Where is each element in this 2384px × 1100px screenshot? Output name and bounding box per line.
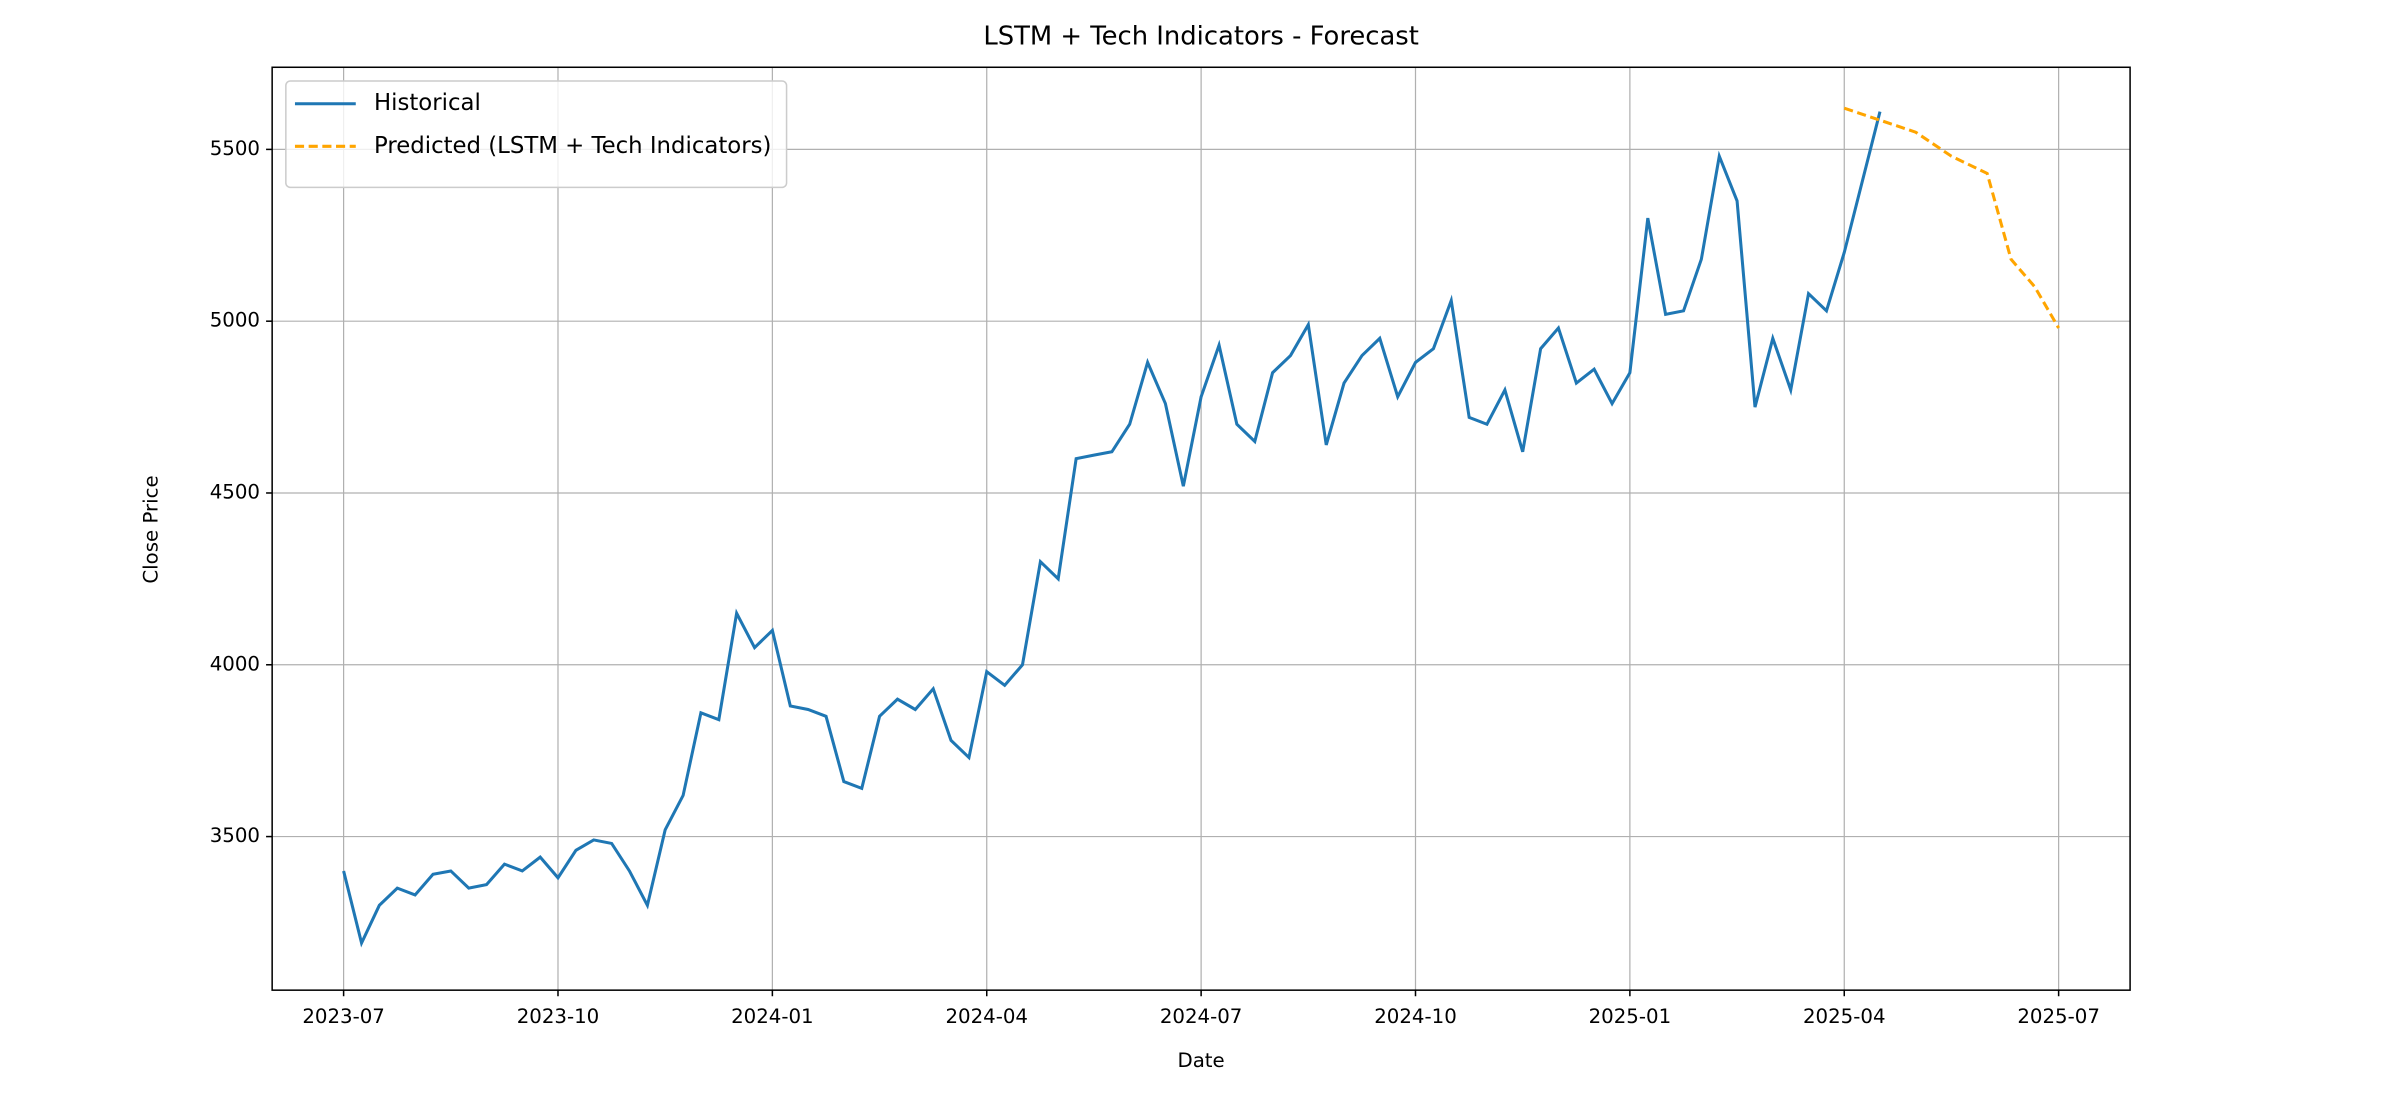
y-tick-label: 4500 <box>210 480 260 503</box>
x-tick-label: 2024-10 <box>1374 1005 1457 1028</box>
x-tick-label: 2024-01 <box>731 1005 814 1028</box>
x-tick-label: 2023-10 <box>517 1005 600 1028</box>
legend-box <box>285 80 788 189</box>
x-tick-label: 2024-04 <box>945 1005 1028 1028</box>
legend-label: Historical <box>374 90 481 116</box>
plot-frame <box>271 66 2131 991</box>
y-tick-label: 5500 <box>210 137 260 160</box>
legend: Historical Predicted (LSTM + Tech Indicat… <box>285 80 788 189</box>
y-axis-label: Close Price <box>140 475 163 583</box>
y-tick-label: 4000 <box>210 652 260 675</box>
series-line <box>1843 106 2060 329</box>
y-tick-label: 3500 <box>210 824 260 847</box>
x-axis-label: Date <box>1178 1049 1225 1072</box>
x-tick-label: 2023-07 <box>302 1005 385 1028</box>
chart-title: LSTM + Tech Indicators - Forecast <box>983 21 1419 51</box>
series-line <box>342 111 1882 948</box>
y-tick-label: 5000 <box>210 309 260 332</box>
legend-label: Predicted (LSTM + Tech Indicators) <box>374 133 771 159</box>
x-tick-label: 2025-04 <box>1803 1005 1886 1028</box>
x-tick-label: 2024-07 <box>1160 1005 1243 1028</box>
x-tick-label: 2025-07 <box>2017 1005 2100 1028</box>
x-tick-label: 2025-01 <box>1589 1005 1672 1028</box>
